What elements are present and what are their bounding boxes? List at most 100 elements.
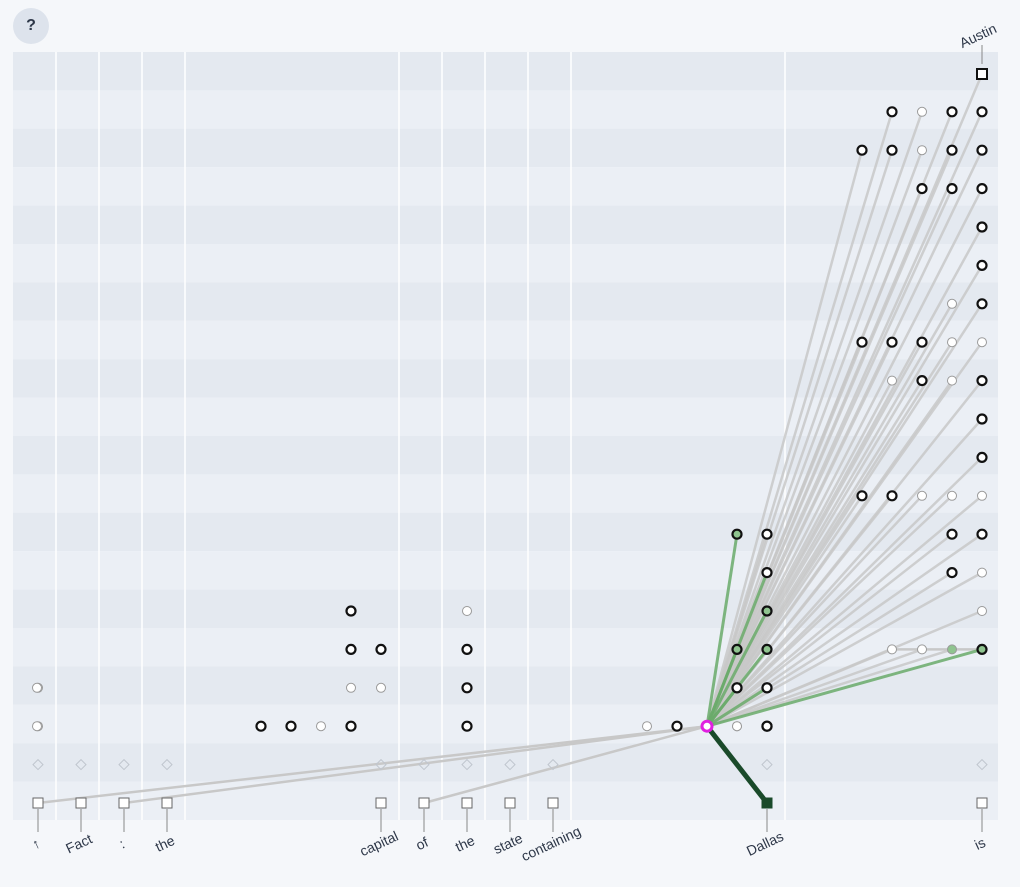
feature-node[interactable] xyxy=(946,566,958,579)
feature-node[interactable] xyxy=(917,490,927,501)
feature-node[interactable] xyxy=(345,720,357,732)
feature-node[interactable] xyxy=(917,644,927,655)
token-label: ↑ xyxy=(29,835,42,852)
feature-node[interactable] xyxy=(916,375,928,387)
selected-feature-node[interactable] xyxy=(700,719,714,733)
error-node[interactable] xyxy=(504,758,516,771)
feature-node[interactable] xyxy=(731,643,743,656)
feature-node[interactable] xyxy=(946,106,958,118)
feature-node[interactable] xyxy=(461,682,473,694)
error-node[interactable] xyxy=(761,758,773,771)
error-node[interactable] xyxy=(161,758,173,771)
embedding-node[interactable] xyxy=(161,797,173,809)
feature-node[interactable] xyxy=(731,682,743,694)
feature-node[interactable] xyxy=(731,528,743,540)
feature-node[interactable] xyxy=(947,490,957,501)
feature-node[interactable] xyxy=(255,720,267,732)
feature-node[interactable] xyxy=(976,413,988,425)
feature-node[interactable] xyxy=(671,720,683,732)
token-label: is xyxy=(972,834,988,853)
feature-node[interactable] xyxy=(761,720,773,732)
feature-node[interactable] xyxy=(32,721,42,732)
feature-node[interactable] xyxy=(976,528,988,540)
feature-node[interactable] xyxy=(977,606,987,616)
feature-node[interactable] xyxy=(917,106,927,117)
embedding-node[interactable] xyxy=(761,797,773,809)
feature-node[interactable] xyxy=(345,605,357,617)
error-node[interactable] xyxy=(461,758,473,771)
feature-node[interactable] xyxy=(761,605,773,617)
feature-node[interactable] xyxy=(761,643,773,656)
feature-node[interactable] xyxy=(946,528,958,540)
feature-node[interactable] xyxy=(976,259,988,271)
feature-node[interactable] xyxy=(886,336,898,348)
embedding-node[interactable] xyxy=(418,797,430,809)
feature-node[interactable] xyxy=(886,490,898,502)
error-node[interactable] xyxy=(976,758,988,771)
feature-node[interactable] xyxy=(976,375,988,387)
feature-node[interactable] xyxy=(976,106,988,118)
error-node[interactable] xyxy=(547,758,559,771)
embedding-node[interactable] xyxy=(375,797,387,809)
feature-node[interactable] xyxy=(376,682,386,693)
feature-node[interactable] xyxy=(761,528,773,540)
feature-node[interactable] xyxy=(946,183,958,195)
feature-node[interactable] xyxy=(761,682,773,694)
feature-node[interactable] xyxy=(947,644,957,655)
error-node[interactable] xyxy=(32,758,44,771)
embedding-node[interactable] xyxy=(504,797,516,809)
feature-node[interactable] xyxy=(947,375,957,386)
feature-node[interactable] xyxy=(285,720,297,732)
feature-node[interactable] xyxy=(316,721,326,732)
feature-node[interactable] xyxy=(946,144,958,156)
embedding-node[interactable] xyxy=(32,797,44,809)
feature-node[interactable] xyxy=(732,721,742,732)
embedding-node[interactable] xyxy=(75,797,87,809)
embedding-node[interactable] xyxy=(461,797,473,809)
edge xyxy=(705,111,984,727)
feature-node[interactable] xyxy=(976,144,988,156)
output-node[interactable] xyxy=(976,68,988,80)
feature-node[interactable] xyxy=(462,606,472,616)
feature-node[interactable] xyxy=(977,490,987,501)
error-node[interactable] xyxy=(418,758,430,771)
feature-node[interactable] xyxy=(345,643,357,656)
feature-node[interactable] xyxy=(887,375,897,386)
feature-node[interactable] xyxy=(977,337,987,348)
embedding-node[interactable] xyxy=(118,797,130,809)
feature-node[interactable] xyxy=(856,336,868,348)
feature-node[interactable] xyxy=(947,298,957,309)
feature-node[interactable] xyxy=(976,298,988,310)
embedding-node[interactable] xyxy=(547,797,559,809)
feature-node[interactable] xyxy=(916,336,928,348)
error-node[interactable] xyxy=(118,758,130,771)
feature-node[interactable] xyxy=(977,567,987,578)
layer-bands xyxy=(13,52,998,820)
error-node[interactable] xyxy=(375,758,387,771)
feature-node[interactable] xyxy=(375,643,387,656)
feature-node[interactable] xyxy=(976,183,988,195)
feature-node[interactable] xyxy=(887,644,897,655)
feature-node[interactable] xyxy=(976,643,988,656)
edge xyxy=(706,456,983,728)
feature-node[interactable] xyxy=(947,337,957,348)
feature-node[interactable] xyxy=(461,643,473,656)
edge xyxy=(705,111,924,727)
feature-node[interactable] xyxy=(886,106,898,118)
feature-node[interactable] xyxy=(32,682,42,693)
help-button[interactable]: ? xyxy=(13,8,49,44)
feature-node[interactable] xyxy=(917,145,927,156)
feature-node[interactable] xyxy=(976,451,988,463)
feature-node[interactable] xyxy=(916,183,928,195)
feature-node[interactable] xyxy=(976,221,988,233)
feature-node[interactable] xyxy=(886,144,898,156)
layer-band xyxy=(13,551,998,590)
feature-node[interactable] xyxy=(856,144,868,156)
error-node[interactable] xyxy=(75,758,87,771)
feature-node[interactable] xyxy=(761,566,773,579)
embedding-node[interactable] xyxy=(976,797,988,809)
feature-node[interactable] xyxy=(346,682,356,693)
feature-node[interactable] xyxy=(642,721,652,732)
feature-node[interactable] xyxy=(856,490,868,502)
feature-node[interactable] xyxy=(461,720,473,732)
